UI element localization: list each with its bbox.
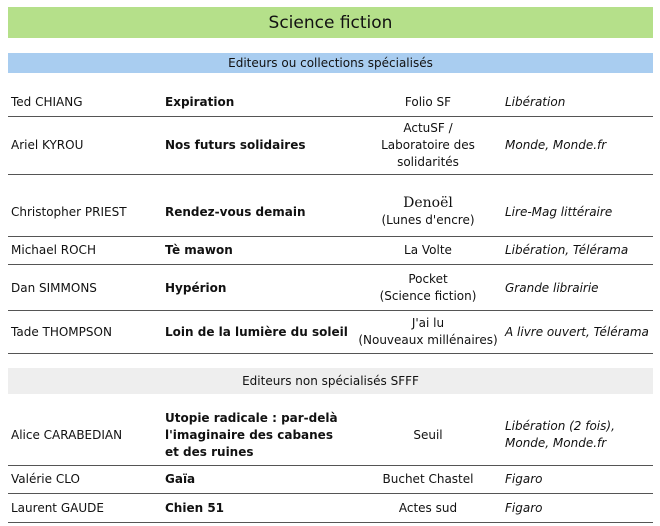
publisher-cell: Folio SF <box>404 95 452 109</box>
author-cell: Dan SIMMONS <box>11 280 97 295</box>
publisher-cell: Seuil <box>413 427 443 442</box>
publisher-cell: La Volte <box>404 243 452 257</box>
press-cell: A livre ouvert, Télérama <box>505 324 649 339</box>
publisher-name: Denoël <box>403 195 453 211</box>
publisher-collection: (Lunes d'encre) <box>381 213 475 227</box>
press-cell: Grande librairie <box>505 280 599 295</box>
page-title: Science fiction <box>8 7 653 38</box>
table-row: Michael ROCH Tè mawon La Volte Libératio… <box>8 237 653 265</box>
publisher-cell: J'ai lu (Nouveaux millénaires) <box>353 311 503 353</box>
section-header-non-specialized: Editeurs non spécialisés SFFF <box>8 368 653 394</box>
section-header-specialized: Editeurs ou collections spécialisés <box>8 53 653 73</box>
author-cell: Christopher PRIEST <box>11 204 127 219</box>
publisher-name: J'ai lu <box>411 316 445 330</box>
table-row: Christopher PRIEST Rendez-vous demain De… <box>8 188 653 237</box>
table-row: Laurent GAUDE Chien 51 Actes sud Figaro <box>8 494 653 523</box>
press-cell: Lire-Mag littéraire <box>505 204 613 219</box>
table-row: Ted CHIANG Expiration Folio SF Libératio… <box>8 89 653 117</box>
press-cell: Figaro <box>505 472 543 486</box>
book-cell: Nos futurs solidaires <box>165 138 306 152</box>
author-cell: Tade THOMPSON <box>11 324 112 339</box>
table-row: Valérie CLO Gaïa Buchet Chastel Figaro <box>8 466 653 494</box>
publisher-cell: Denoël (Lunes d'encre) <box>353 188 503 236</box>
book-cell: Utopie radicale : par-delà l'imaginaire … <box>165 410 338 459</box>
author-cell: Valérie CLO <box>11 472 80 486</box>
publisher-name: Pocket <box>408 272 448 286</box>
press-cell: Libération, Télérama <box>505 243 629 257</box>
table-row: Ariel KYROU Nos futurs solidaires ActuSF… <box>8 117 653 175</box>
press-cell: Libération (2 fois), Monde, Monde.fr <box>505 419 615 450</box>
book-cell: Loin de la lumière du soleil <box>165 324 348 339</box>
press-cell: Figaro <box>505 500 543 515</box>
book-cell: Rendez-vous demain <box>165 204 306 219</box>
publisher-cell: Actes sud <box>398 500 458 515</box>
author-cell: Michael ROCH <box>11 243 96 257</box>
book-cell: Gaïa <box>165 472 196 486</box>
author-cell: Ted CHIANG <box>11 95 83 109</box>
book-cell: Expiration <box>165 95 235 109</box>
publisher-cell: Buchet Chastel <box>382 472 474 486</box>
book-cell: Hypérion <box>165 280 227 295</box>
author-cell: Alice CARABEDIAN <box>11 427 123 442</box>
publisher-collection: (Nouveaux millénaires) <box>358 333 498 347</box>
press-cell: Libération <box>505 95 566 109</box>
book-cell: Tè mawon <box>165 243 233 257</box>
author-cell: Laurent GAUDE <box>11 500 104 515</box>
author-cell: Ariel KYROU <box>11 138 84 152</box>
table-row: Tade THOMPSON Loin de la lumière du sole… <box>8 311 653 354</box>
press-cell: Monde, Monde.fr <box>505 138 607 152</box>
publisher-cell: Pocket (Science fiction) <box>353 266 503 310</box>
publisher-collection: (Science fiction) <box>379 289 477 303</box>
table-row: Alice CARABEDIAN Utopie radicale : par-d… <box>8 405 653 466</box>
publisher-cell: ActuSF / Laboratoire des solidarités <box>381 121 475 169</box>
book-cell: Chien 51 <box>165 500 225 515</box>
table-row: Dan SIMMONS Hypérion Pocket (Science fic… <box>8 266 653 311</box>
